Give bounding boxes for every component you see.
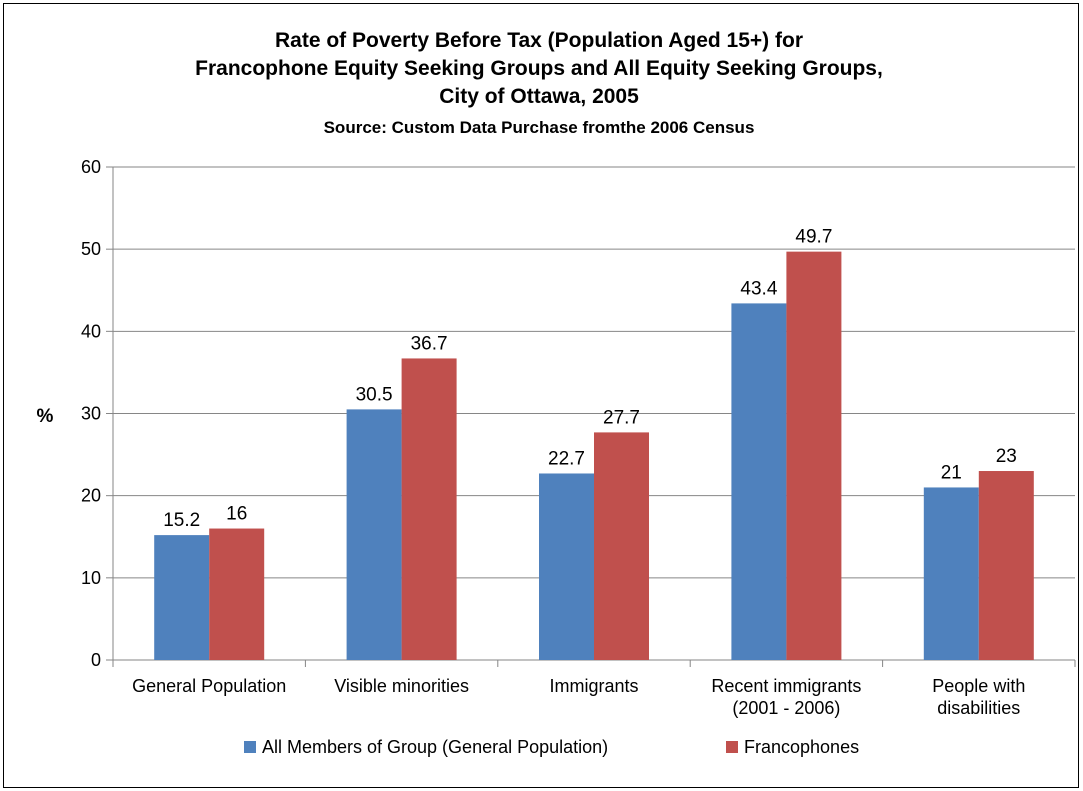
legend-entry: Francophones	[744, 737, 859, 757]
y-tick-label: 30	[81, 404, 101, 424]
chart-subtitle: Source: Custom Data Purchase fromthe 200…	[324, 118, 755, 137]
x-category-label: People with	[932, 676, 1025, 696]
bar	[346, 409, 402, 660]
bar-chart: Rate of Poverty Before Tax (Population A…	[37, 29, 1076, 757]
chart-title-line-2: Francophone Equity Seeking Groups and Al…	[195, 57, 883, 80]
chart-title-line-1: Rate of Poverty Before Tax (Population A…	[275, 29, 803, 52]
data-label: 36.7	[411, 333, 448, 354]
legend-entry: All Members of Group (General Population…	[262, 737, 608, 757]
x-category-label: Immigrants	[549, 676, 638, 696]
data-label: 16	[226, 504, 247, 525]
y-axis-label: %	[37, 406, 54, 427]
bar	[154, 535, 210, 660]
legend-swatch	[726, 741, 738, 753]
x-category-label: disabilities	[937, 698, 1020, 718]
bar	[209, 528, 265, 660]
bar	[401, 358, 457, 660]
y-tick-label: 40	[81, 321, 101, 341]
bar	[594, 432, 649, 660]
plot-area: 0 10 20 30 40 50 60 15.2 16 General Population 30.…	[81, 157, 1076, 718]
y-tick-label: 10	[81, 568, 101, 588]
data-label: 15.2	[163, 510, 200, 531]
x-category-label: Recent immigrants	[711, 676, 861, 696]
data-label: 43.4	[740, 278, 777, 299]
legend: All Members of Group (General Population…	[244, 737, 859, 757]
data-label: 21	[941, 462, 962, 483]
bar	[923, 487, 979, 660]
x-category-label: General Population	[132, 676, 286, 696]
x-category-label: Visible minorities	[334, 676, 469, 696]
bar	[731, 303, 787, 660]
bar	[539, 473, 594, 660]
legend-swatch	[244, 741, 256, 753]
y-tick-label: 60	[81, 157, 101, 177]
y-tick-label: 20	[81, 486, 101, 506]
bar	[978, 471, 1034, 660]
data-label: 27.7	[603, 407, 640, 428]
data-label: 22.7	[548, 448, 585, 469]
bar	[786, 251, 842, 661]
chart-frame: Rate of Poverty Before Tax (Population A…	[3, 3, 1079, 788]
y-tick-label: 50	[81, 239, 101, 259]
y-tick-label: 0	[91, 650, 101, 670]
data-label: 23	[996, 446, 1017, 467]
chart-title-line-3: City of Ottawa, 2005	[439, 85, 639, 108]
x-category-label: (2001 - 2006)	[732, 698, 840, 718]
data-label: 30.5	[356, 384, 393, 405]
data-label: 49.7	[795, 227, 832, 248]
